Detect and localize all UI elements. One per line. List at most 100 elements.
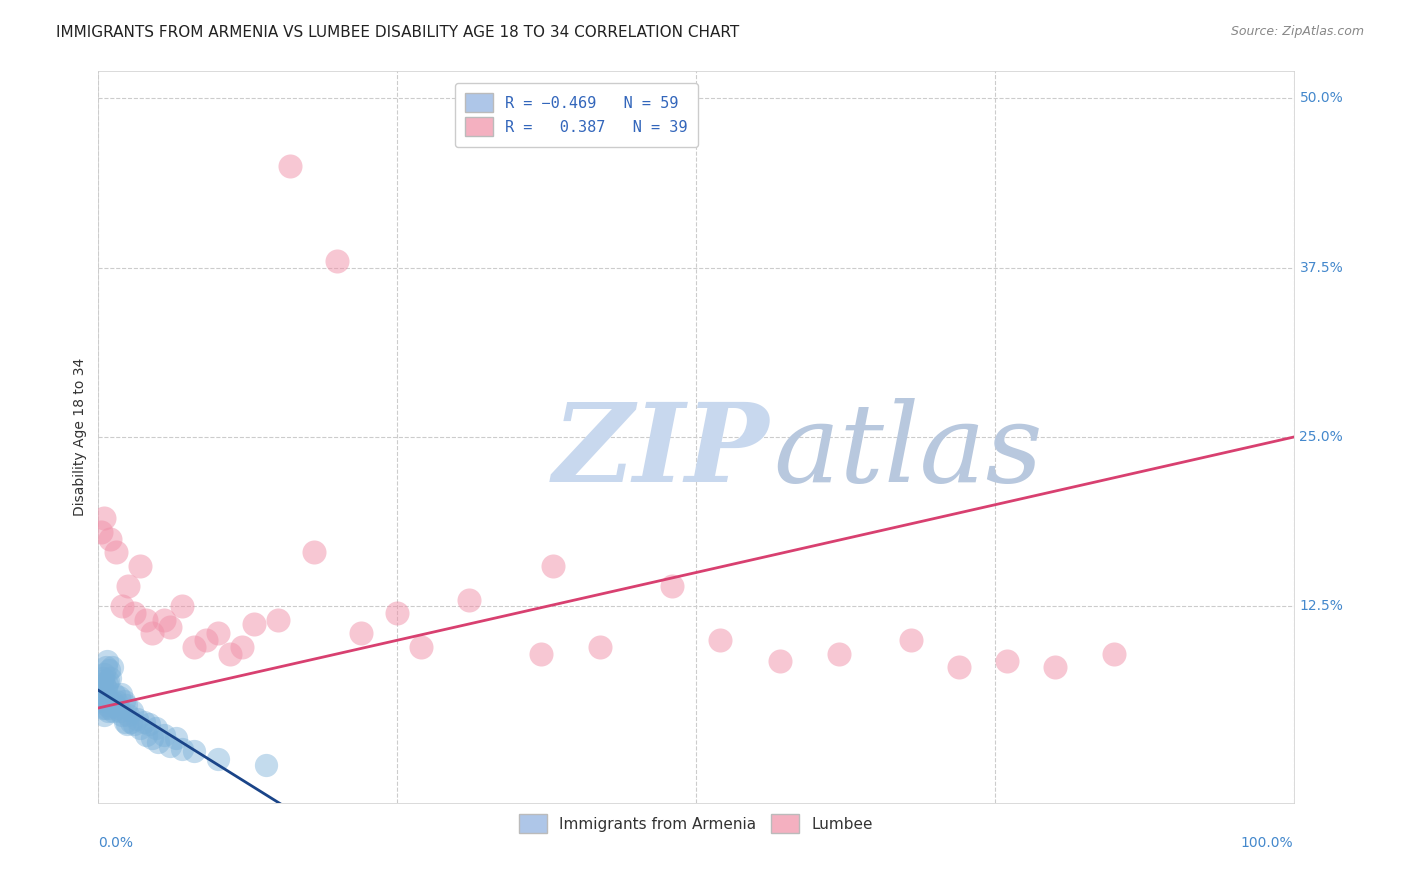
Point: [91, 701, 114, 715]
Point: [100, 660, 122, 674]
Point: [183, 640, 205, 654]
Text: Source: ZipAtlas.com: Source: ZipAtlas.com: [1230, 25, 1364, 38]
Point: [219, 647, 242, 661]
Point: [124, 606, 146, 620]
Point: [120, 714, 142, 729]
Point: [589, 640, 612, 654]
Point: [111, 599, 134, 614]
Text: 12.5%: 12.5%: [1299, 599, 1343, 614]
Y-axis label: Disability Age 18 to 34: Disability Age 18 to 34: [73, 358, 87, 516]
Point: [148, 735, 170, 749]
Point: [107, 701, 129, 715]
Point: [114, 714, 136, 729]
Text: IMMIGRANTS FROM ARMENIA VS LUMBEE DISABILITY AGE 18 TO 34 CORRELATION CHART: IMMIGRANTS FROM ARMENIA VS LUMBEE DISABI…: [56, 25, 740, 40]
Point: [94, 660, 117, 674]
Point: [135, 613, 157, 627]
Point: [104, 698, 127, 713]
Point: [828, 647, 851, 661]
Point: [97, 704, 120, 718]
Point: [141, 731, 163, 745]
Point: [91, 671, 114, 685]
Point: [138, 717, 160, 731]
Point: [98, 671, 122, 685]
Legend: Immigrants from Armenia, Lumbee: Immigrants from Armenia, Lumbee: [513, 808, 879, 839]
Point: [125, 712, 148, 726]
Point: [207, 752, 229, 766]
Point: [93, 667, 115, 681]
Point: [350, 626, 373, 640]
Point: [1043, 660, 1066, 674]
Point: [98, 532, 122, 546]
Text: atlas: atlas: [773, 398, 1043, 506]
Point: [183, 744, 205, 758]
Point: [91, 688, 114, 702]
Point: [93, 676, 115, 690]
Point: [101, 704, 124, 718]
Point: [709, 633, 731, 648]
Point: [172, 741, 194, 756]
Point: [768, 654, 790, 668]
Point: [117, 579, 139, 593]
Point: [231, 640, 253, 654]
Point: [115, 698, 138, 713]
Text: 100.0%: 100.0%: [1241, 836, 1294, 850]
Point: [141, 626, 163, 640]
Point: [153, 728, 176, 742]
Point: [96, 654, 118, 668]
Point: [100, 694, 122, 708]
Point: [135, 728, 157, 742]
Text: 25.0%: 25.0%: [1299, 430, 1343, 444]
Point: [900, 633, 922, 648]
Point: [948, 660, 970, 674]
Text: ZIP: ZIP: [553, 398, 769, 506]
Point: [129, 558, 152, 573]
Point: [96, 698, 118, 713]
Point: [541, 558, 564, 573]
Point: [98, 663, 121, 677]
Point: [94, 681, 117, 695]
Point: [661, 579, 683, 593]
Point: [458, 592, 481, 607]
Point: [411, 640, 433, 654]
Point: [98, 694, 121, 708]
Point: [117, 707, 139, 722]
Point: [165, 731, 187, 745]
Point: [124, 717, 146, 731]
Point: [132, 714, 155, 729]
Point: [172, 599, 194, 614]
Point: [93, 694, 115, 708]
Point: [105, 545, 128, 559]
Point: [995, 654, 1018, 668]
Point: [254, 757, 277, 772]
Point: [96, 676, 118, 690]
Text: 37.5%: 37.5%: [1299, 260, 1343, 275]
Point: [302, 545, 325, 559]
Point: [103, 688, 125, 702]
Text: 50.0%: 50.0%: [1299, 92, 1343, 105]
Point: [91, 694, 114, 708]
Point: [105, 694, 128, 708]
Point: [121, 704, 143, 718]
Point: [278, 159, 301, 173]
Point: [1104, 647, 1126, 661]
Point: [89, 688, 111, 702]
Point: [90, 690, 112, 705]
Point: [93, 707, 115, 722]
Point: [111, 707, 134, 722]
Point: [108, 704, 131, 718]
Point: [129, 721, 152, 735]
Point: [326, 254, 349, 268]
Point: [159, 739, 181, 753]
Point: [195, 633, 218, 648]
Point: [94, 701, 117, 715]
Point: [97, 673, 120, 688]
Point: [90, 524, 112, 539]
Point: [153, 613, 176, 627]
Point: [107, 690, 129, 705]
Point: [115, 717, 138, 731]
Point: [385, 606, 409, 620]
Text: 0.0%: 0.0%: [98, 836, 134, 850]
Point: [530, 647, 553, 661]
Point: [91, 681, 114, 695]
Point: [112, 694, 135, 708]
